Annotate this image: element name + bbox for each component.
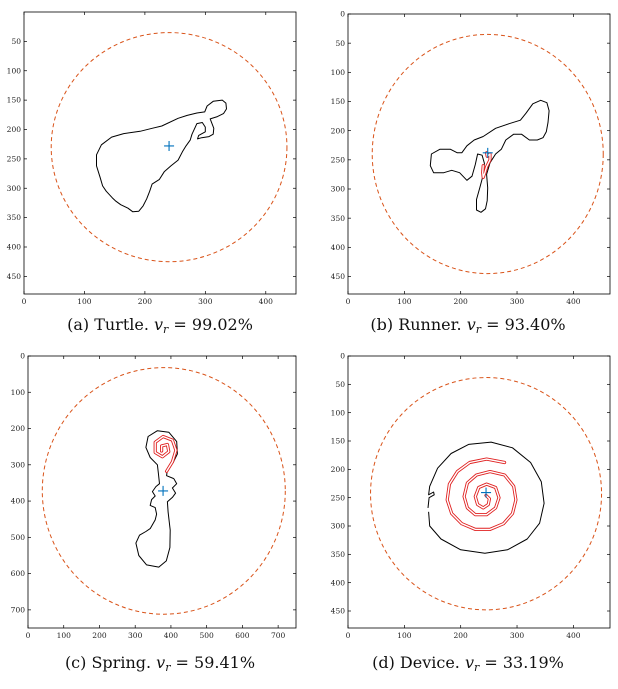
y-tick-label: 450 [7,272,22,281]
x-tick-label: 0 [346,631,351,640]
dashed-circle [370,377,603,611]
y-tick-label: 300 [331,522,346,531]
x-tick-label: 300 [198,297,213,306]
y-tick-label: 250 [7,154,22,163]
y-tick-label: 50 [335,39,345,48]
x-tick-label: 100 [397,631,412,640]
red-spiral-core [446,458,517,531]
y-tick-label: 400 [11,497,26,506]
y-tick-label: 100 [331,408,346,417]
caption: (c) Spring. vr = 59.41% [65,653,255,674]
y-tick-label: 50 [11,37,21,46]
y-tick-label: 600 [11,569,26,578]
x-tick-label: 0 [26,631,31,640]
y-tick-label: 50 [335,380,345,389]
x-tick-label: 300 [510,631,525,640]
chart-panel-1: 0 100 200 300 400 50 100 150 200 250 300 350 400 450 (… [7,11,297,336]
chart-panel-3: 0 100 200 300 400 500 600 700 0 100 200 300 400 500 60… [11,352,297,674]
y-tick-label: 150 [331,437,346,446]
x-tick-label: 500 [200,631,215,640]
caption: (d) Device. vr = 33.19% [372,653,564,674]
y-tick-label: 300 [331,185,346,194]
x-tick-label: 200 [138,297,153,306]
shape-outline [135,430,178,568]
shape-outline [96,99,227,213]
y-tick-label: 350 [331,214,346,223]
y-tick-label: 350 [331,550,346,559]
dashed-circle [50,32,288,263]
plot-frame [23,11,297,295]
y-tick-label: 200 [331,465,346,474]
center-marker [482,147,493,158]
plot-frame [347,13,611,295]
y-tick-label: 150 [7,96,22,105]
x-tick-label: 100 [57,631,72,640]
x-tick-label: 100 [397,297,412,306]
x-tick-label: 300 [510,297,525,306]
y-tick-label: 0 [20,352,25,361]
plot-frame [347,355,611,629]
y-tick-label: 200 [331,126,346,135]
y-tick-label: 250 [331,493,346,502]
center-marker [481,487,492,498]
y-tick-label: 400 [7,243,22,252]
dashed-circle [41,367,286,615]
y-tick-label: 500 [11,533,26,542]
y-tick-label: 300 [7,184,22,193]
x-tick-label: 100 [77,297,92,306]
x-tick-label: 0 [22,297,27,306]
y-tick-label: 250 [331,155,346,164]
shape-outline [429,99,550,213]
y-tick-label: 100 [7,66,22,75]
center-marker [164,140,175,151]
y-tick-label: 0 [340,352,345,361]
y-tick-label: 700 [11,605,26,614]
dashed-circle [371,33,604,275]
caption: (a) Turtle. vr = 99.02% [67,315,253,336]
y-tick-label: 350 [7,213,22,222]
y-tick-label: 400 [331,243,346,252]
shape-outline [427,441,545,554]
y-tick-label: 400 [331,578,346,587]
x-tick-label: 700 [271,631,286,640]
y-tick-label: 300 [11,460,26,469]
x-tick-label: 300 [128,631,143,640]
chart-panel-4: 0 100 200 300 400 0 50 100 150 200 250 300 350 400 450… [331,352,611,674]
y-tick-label: 100 [331,68,346,77]
center-marker [158,485,169,496]
x-tick-label: 200 [92,631,107,640]
x-tick-label: 600 [235,631,250,640]
y-tick-label: 0 [340,10,345,19]
y-tick-label: 150 [331,97,346,106]
y-tick-label: 200 [7,125,22,134]
caption: (b) Runner. vr = 93.40% [370,315,565,336]
y-tick-label: 450 [331,272,346,281]
red-spiral-core [154,435,177,472]
plot-frame [27,355,297,629]
x-tick-label: 200 [454,297,469,306]
x-tick-label: 400 [566,297,581,306]
x-tick-label: 0 [346,297,351,306]
y-tick-label: 450 [331,607,346,616]
x-tick-label: 400 [259,297,274,306]
x-tick-label: 400 [164,631,179,640]
chart-panel-2: 0 100 200 300 400 0 50 100 150 200 250 300 350 400 450… [331,10,611,336]
y-tick-label: 200 [11,424,26,433]
x-tick-label: 400 [566,631,581,640]
y-tick-label: 100 [11,388,26,397]
x-tick-label: 200 [454,631,469,640]
